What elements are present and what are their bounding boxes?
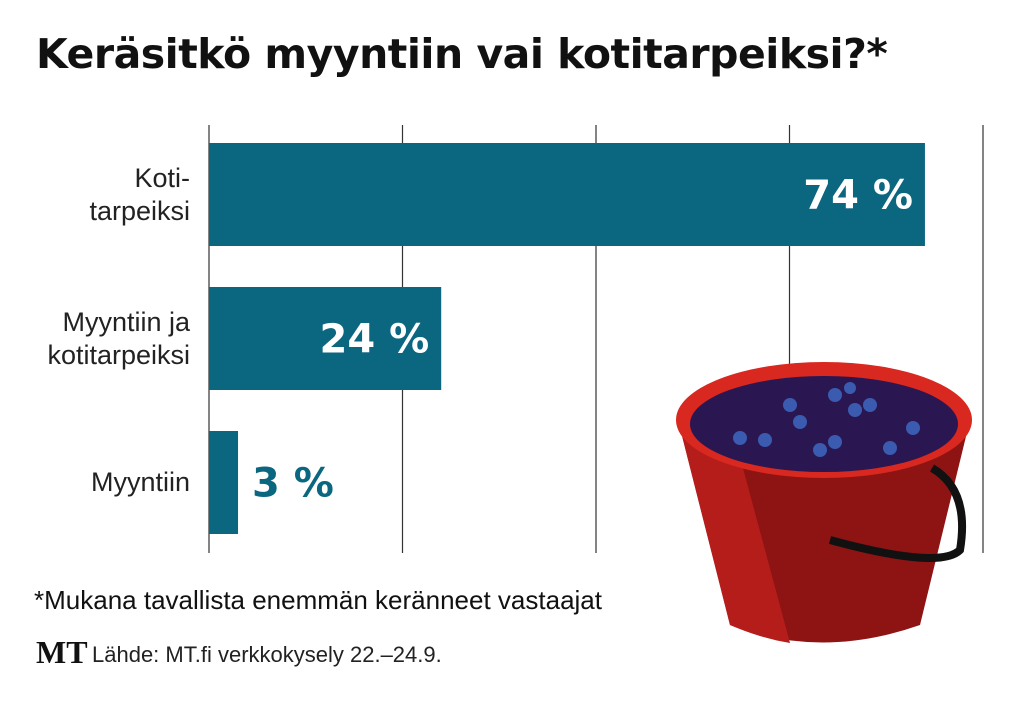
category-label-line: Myyntiin: [90, 467, 190, 497]
category-label-0: Koti-tarpeiksi: [89, 162, 190, 228]
category-label-1: Myyntiin ja kotitarpeiksi: [47, 306, 190, 372]
bar-0: [209, 143, 925, 246]
category-label-2: Myyntiin: [91, 466, 190, 499]
berry-bucket-illustration: [676, 362, 972, 643]
category-label-line: kotitarpeiksi: [47, 339, 190, 370]
category-label-line: Myyntiin ja: [62, 306, 190, 337]
source-note: Lähde: MT.fi verkkokysely 22.–24.9.: [92, 642, 442, 667]
category-label-line: Koti-: [134, 162, 190, 193]
bar-1: [209, 287, 442, 390]
value-label-0: 74 %: [803, 173, 913, 219]
bar-2: [209, 431, 239, 534]
footnote: *Mukana tavallista enemmän keränneet vas…: [34, 585, 602, 615]
value-label-1: 24 %: [320, 317, 430, 363]
category-label-line: tarpeiksi: [89, 195, 190, 226]
chart-title: Keräsitkö myyntiin vai kotitarpeiksi?*: [36, 30, 888, 78]
value-label-2: 3 %: [252, 461, 334, 507]
mt-logo: MT: [36, 634, 88, 670]
